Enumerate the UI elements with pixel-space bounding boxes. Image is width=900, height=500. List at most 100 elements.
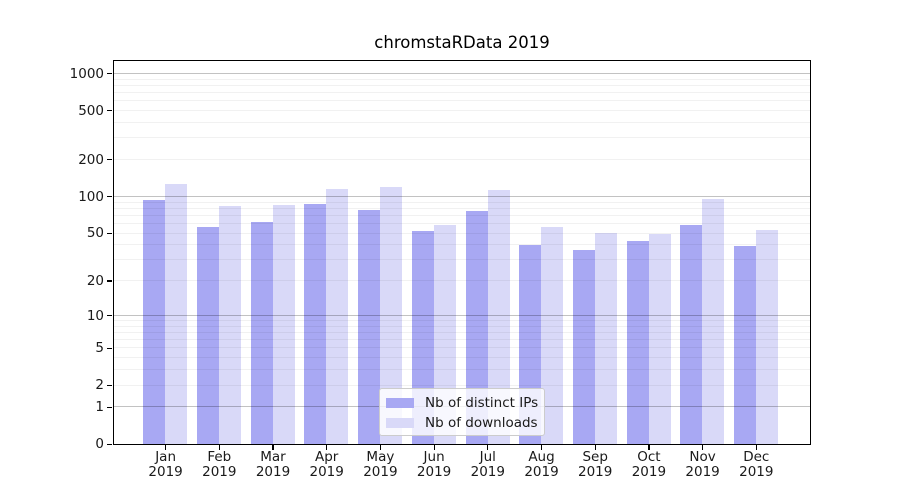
y-tick-label-200: 200 (78, 151, 104, 168)
minor-gridline-600 (114, 100, 810, 102)
minor-gridline-800 (114, 84, 810, 86)
x-tick-label-mar: Mar 2019 (241, 450, 305, 479)
bar-dec-downloads (756, 230, 778, 444)
bar-sep-downloads (594, 233, 617, 444)
x-tick-label-year: 2019 (685, 463, 720, 480)
y-tick-mark-1000 (107, 73, 112, 75)
x-tick-label-month: Oct (637, 449, 661, 465)
x-tick-mark-mar (272, 445, 274, 450)
bar-apr-distinct-ips (304, 203, 327, 444)
minor-gridline-8 (114, 325, 810, 327)
x-tick-label-month: Aug (528, 449, 555, 465)
bar-may-downloads (380, 186, 403, 444)
bar-nov-distinct-ips (680, 225, 703, 444)
legend-label-distinct-ips: Nb of distinct IPs (425, 395, 539, 411)
minor-gridline-300 (114, 137, 810, 139)
x-tick-label-month: Apr (315, 449, 339, 465)
y-tick-mark-500 (107, 110, 112, 112)
y-tick-mark-50 (107, 232, 112, 235)
x-tick-mark-apr (326, 445, 328, 450)
minor-gridline-60 (114, 223, 810, 224)
bar-may-distinct-ips (358, 209, 381, 444)
x-tick-label-year: 2019 (416, 463, 452, 480)
x-tick-label-year: 2019 (309, 463, 344, 480)
x-tick-label-month: May (366, 449, 395, 465)
minor-gridline-7 (114, 332, 810, 333)
legend-swatch-distinct-ips (386, 398, 414, 408)
minor-gridline-2 (114, 384, 810, 386)
x-tick-label-feb: Feb 2019 (187, 450, 251, 479)
x-tick-label-month: Mar (260, 449, 286, 465)
x-tick-mark-jan (164, 445, 167, 450)
minor-gridline-500 (114, 110, 810, 112)
y-tick-label-1: 1 (95, 399, 104, 416)
y-tick-label-20: 20 (86, 273, 104, 289)
minor-gridline-200 (114, 159, 810, 161)
bar-nov-downloads (702, 198, 725, 444)
x-tick-mark-jun (433, 445, 435, 450)
x-tick-label-aug: Aug 2019 (510, 450, 574, 479)
x-tick-label-year: 2019 (739, 463, 774, 480)
x-tick-mark-sep (594, 445, 596, 450)
bar-jan-distinct-ips (143, 200, 166, 444)
minor-gridline-40 (114, 244, 810, 246)
minor-gridline-50 (114, 232, 810, 234)
minor-gridline-70 (114, 214, 810, 216)
x-tick-label-year: 2019 (202, 463, 237, 480)
bar-mar-distinct-ips (250, 221, 273, 444)
bar-sep-distinct-ips (572, 250, 595, 444)
x-tick-label-month: Sep (582, 449, 608, 465)
bar-oct-distinct-ips (626, 241, 649, 444)
minor-gridline-80 (114, 207, 810, 209)
minor-gridline-20 (114, 280, 810, 282)
minor-gridline-400 (114, 122, 810, 123)
x-tick-label-month: Nov (689, 449, 716, 465)
y-tick-mark-10 (107, 315, 112, 317)
x-tick-label-apr: Apr 2019 (295, 450, 359, 479)
x-tick-mark-feb (218, 445, 220, 450)
y-tick-label-10: 10 (86, 307, 104, 324)
bar-jul-distinct-ips (465, 211, 488, 444)
x-tick-label-dec: Dec 2019 (724, 450, 788, 479)
minor-gridline-6 (114, 339, 810, 341)
minor-gridline-700 (114, 92, 810, 94)
y-tick-mark-2 (107, 384, 112, 386)
x-tick-label-year: 2019 (255, 463, 291, 480)
bar-feb-distinct-ips (197, 227, 219, 444)
x-tick-label-oct: Oct 2019 (617, 450, 681, 479)
x-tick-label-year: 2019 (148, 463, 183, 480)
x-tick-label-year: 2019 (363, 463, 398, 480)
legend-swatch-downloads (386, 418, 414, 428)
y-tick-label-5: 5 (95, 340, 104, 357)
plot-area: Nb of distinct IPs Nb of downloads (113, 60, 811, 445)
legend-item-distinct-ips: Nb of distinct IPs (386, 393, 539, 413)
y-tick-mark-200 (107, 159, 112, 161)
x-tick-label-year: 2019 (470, 463, 505, 480)
x-tick-label-may: May 2019 (348, 450, 412, 479)
x-tick-mark-nov (702, 445, 704, 450)
x-tick-label-jan: Jan 2019 (134, 450, 198, 479)
minor-gridline-3 (114, 369, 810, 371)
minor-gridline-4 (114, 357, 810, 359)
x-tick-mark-jul (487, 445, 489, 450)
minor-gridline-30 (114, 259, 810, 261)
minor-gridline-900 (114, 78, 810, 80)
x-tick-mark-may (379, 445, 382, 450)
y-tick-label-1000: 1000 (69, 65, 104, 82)
x-tick-label-year: 2019 (578, 463, 613, 480)
y-tick-mark-5 (107, 347, 112, 349)
bar-aug-downloads (541, 227, 564, 444)
x-tick-label-month: Dec (743, 449, 770, 465)
x-tick-label-year: 2019 (524, 463, 559, 480)
y-tick-mark-0 (107, 443, 112, 445)
gridlines-layer (114, 61, 810, 444)
x-tick-label-sep: Sep 2019 (563, 450, 627, 479)
x-tick-label-month: Jun (423, 449, 445, 465)
bar-jul-downloads (487, 190, 510, 444)
major-gridline-100 (114, 196, 810, 197)
y-tick-mark-1 (107, 406, 112, 408)
minor-gridline-9 (114, 320, 810, 321)
x-tick-mark-oct (648, 445, 650, 450)
bar-feb-downloads (219, 206, 241, 444)
y-tick-label-100: 100 (78, 188, 104, 205)
